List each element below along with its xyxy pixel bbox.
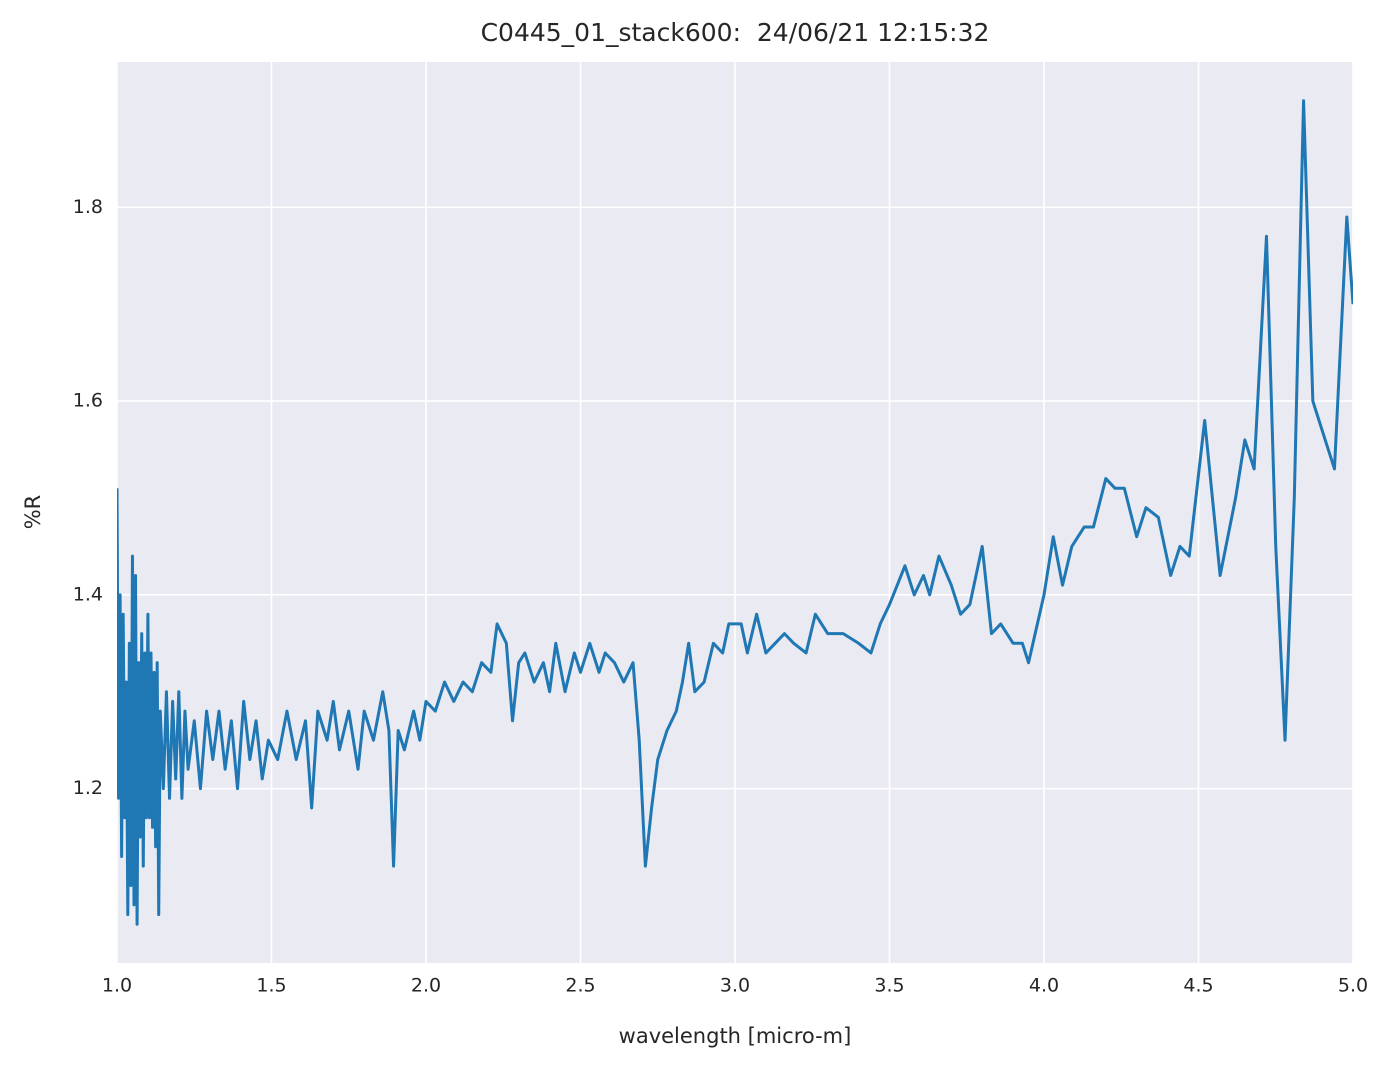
y-tick-label: 1.2: [73, 777, 103, 799]
x-tick-label: 4.5: [1183, 975, 1213, 997]
x-tick-label: 1.0: [102, 975, 132, 997]
x-axis-label: wavelength [micro-m]: [619, 1024, 852, 1048]
x-tick-label: 2.5: [565, 975, 595, 997]
x-tick-label: 3.0: [720, 975, 750, 997]
x-tick-label: 2.0: [411, 975, 441, 997]
y-tick-label: 1.6: [73, 390, 103, 412]
data-line: [117, 99, 1353, 926]
x-tick-label: 3.5: [874, 975, 904, 997]
x-tick-label: 1.5: [256, 975, 286, 997]
y-tick-label: 1.4: [73, 583, 103, 605]
chart-title: C0445_01_stack600: 24/06/21 12:15:32: [481, 18, 990, 47]
x-tick-label: 4.0: [1029, 975, 1059, 997]
x-tick-label: 5.0: [1338, 975, 1368, 997]
y-tick-label: 1.8: [73, 196, 103, 218]
y-axis-label: %R: [21, 495, 45, 530]
